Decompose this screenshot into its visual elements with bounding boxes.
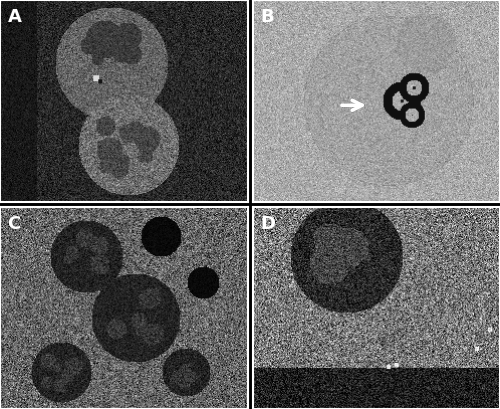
Text: C: C [8,215,20,233]
Text: A: A [8,8,22,26]
Text: D: D [260,215,275,233]
Text: B: B [260,8,274,26]
